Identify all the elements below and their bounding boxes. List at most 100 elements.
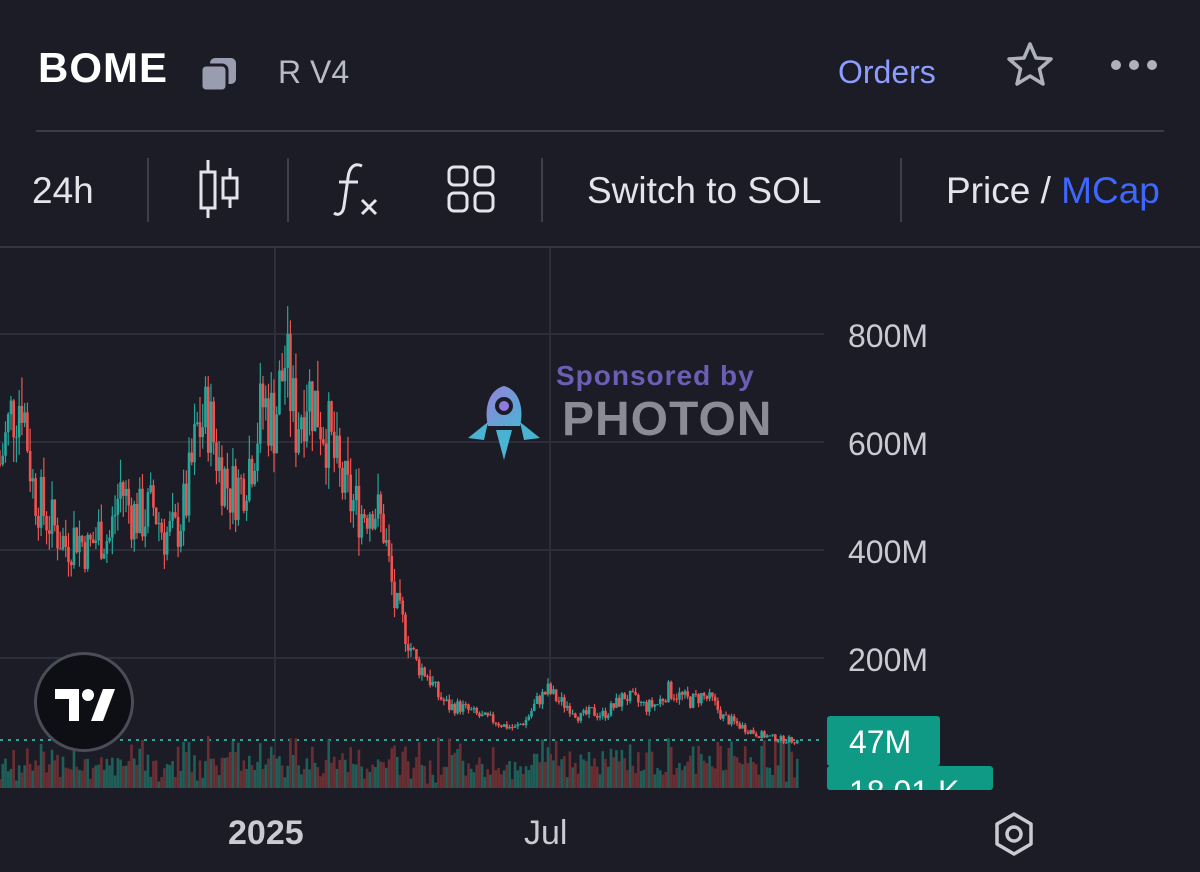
candle-body — [160, 522, 163, 533]
candle-body — [738, 723, 742, 729]
volume-bar — [206, 736, 210, 788]
volume-bar — [489, 774, 492, 788]
candle-body — [576, 717, 580, 721]
candle-body — [431, 681, 435, 686]
volume-bar — [579, 754, 583, 788]
candle-body — [541, 691, 544, 705]
volume-bar — [239, 770, 243, 788]
candle-body — [250, 458, 254, 485]
volume-bar — [0, 779, 2, 788]
candle-body — [771, 734, 774, 736]
volume-bar — [102, 769, 106, 788]
toolbar-divider — [287, 158, 289, 222]
volume-bar — [300, 774, 303, 788]
candle-body — [434, 681, 437, 683]
candle-body — [749, 730, 752, 734]
volume-bar — [193, 755, 196, 788]
volume-bar — [256, 761, 259, 788]
volume-bar — [511, 779, 514, 788]
interval-button[interactable]: 24h — [32, 170, 94, 211]
candle-body — [598, 715, 602, 718]
volume-bar — [554, 741, 558, 788]
star-icon[interactable] — [1004, 40, 1056, 90]
candle-body — [527, 716, 531, 720]
candle-body — [332, 431, 336, 458]
volume-bar — [15, 780, 18, 788]
volume-bar — [442, 766, 446, 788]
volume-bar — [658, 770, 662, 788]
candle-body — [242, 478, 246, 511]
volume-bar — [228, 752, 232, 788]
volume-bar — [743, 746, 747, 788]
candle-body — [308, 381, 311, 412]
candle-body — [302, 417, 306, 442]
candle-body — [185, 483, 188, 516]
mcap-option[interactable]: MCap — [1061, 170, 1160, 211]
volume-bar — [680, 770, 684, 788]
volume-bar — [563, 756, 566, 788]
candle-body — [127, 488, 131, 506]
candle-body — [628, 691, 632, 701]
volume-bar — [39, 743, 43, 788]
volume-bar — [80, 770, 84, 788]
volume-bar — [89, 778, 92, 788]
volume-bar — [664, 771, 668, 788]
candle-body — [519, 723, 522, 725]
candle-body — [209, 401, 213, 453]
candlestick-icon[interactable] — [196, 156, 244, 222]
volume-bar — [656, 768, 659, 788]
candle-body — [604, 710, 607, 718]
volume-bar — [234, 751, 237, 788]
candle-body — [664, 700, 668, 703]
volume-bar — [237, 742, 240, 788]
volume-bar — [245, 768, 248, 788]
settings-icon[interactable] — [990, 810, 1038, 858]
volume-bar — [9, 768, 13, 788]
more-icon[interactable] — [1108, 56, 1160, 74]
candle-body — [683, 691, 687, 695]
volume-bar — [461, 760, 465, 788]
volume-bar — [434, 782, 437, 788]
volume-bar — [765, 767, 769, 788]
copy-icon[interactable] — [198, 54, 240, 92]
candle-body — [75, 527, 79, 553]
price-option[interactable]: Price — [946, 170, 1031, 211]
price-chart[interactable] — [0, 248, 1200, 872]
orders-link[interactable]: Orders — [838, 54, 936, 90]
volume-bar — [469, 768, 473, 788]
candle-body — [574, 713, 577, 718]
candle-body — [234, 466, 237, 520]
candle-body — [669, 681, 673, 699]
volume-bar — [64, 767, 68, 788]
candle-body — [390, 555, 394, 582]
candle-body — [190, 452, 194, 463]
volume-bar — [258, 743, 262, 788]
sponsored-by-text: Sponsored by — [556, 360, 755, 391]
tradingview-logo[interactable] — [34, 652, 134, 752]
candle-body — [69, 562, 73, 566]
volume-bar — [628, 744, 632, 788]
candle-body — [697, 694, 700, 704]
candle-body — [341, 467, 344, 493]
candle-body — [56, 525, 59, 549]
fx-icon[interactable] — [332, 160, 382, 218]
candle-body — [108, 537, 111, 542]
candle-body — [42, 476, 46, 516]
volume-bar — [135, 765, 139, 788]
candle-body — [50, 499, 54, 534]
switch-to-sol-button[interactable]: Switch to SOL — [587, 170, 822, 211]
toggle-slash: / — [1030, 170, 1062, 211]
candle-body — [571, 713, 574, 715]
price-mcap-toggle[interactable]: Price / MCap — [946, 170, 1160, 212]
volume-bar — [642, 769, 646, 788]
candle-body — [215, 442, 218, 471]
layout-grid-icon[interactable] — [446, 164, 496, 214]
volume-bar — [508, 760, 511, 788]
volume-bar — [538, 762, 542, 788]
volume-bar — [530, 764, 533, 788]
candle-body — [228, 488, 232, 513]
volume-bar — [785, 781, 788, 788]
volume-bar — [269, 746, 273, 788]
volume-bar — [56, 754, 59, 788]
volume-bar — [50, 749, 54, 788]
